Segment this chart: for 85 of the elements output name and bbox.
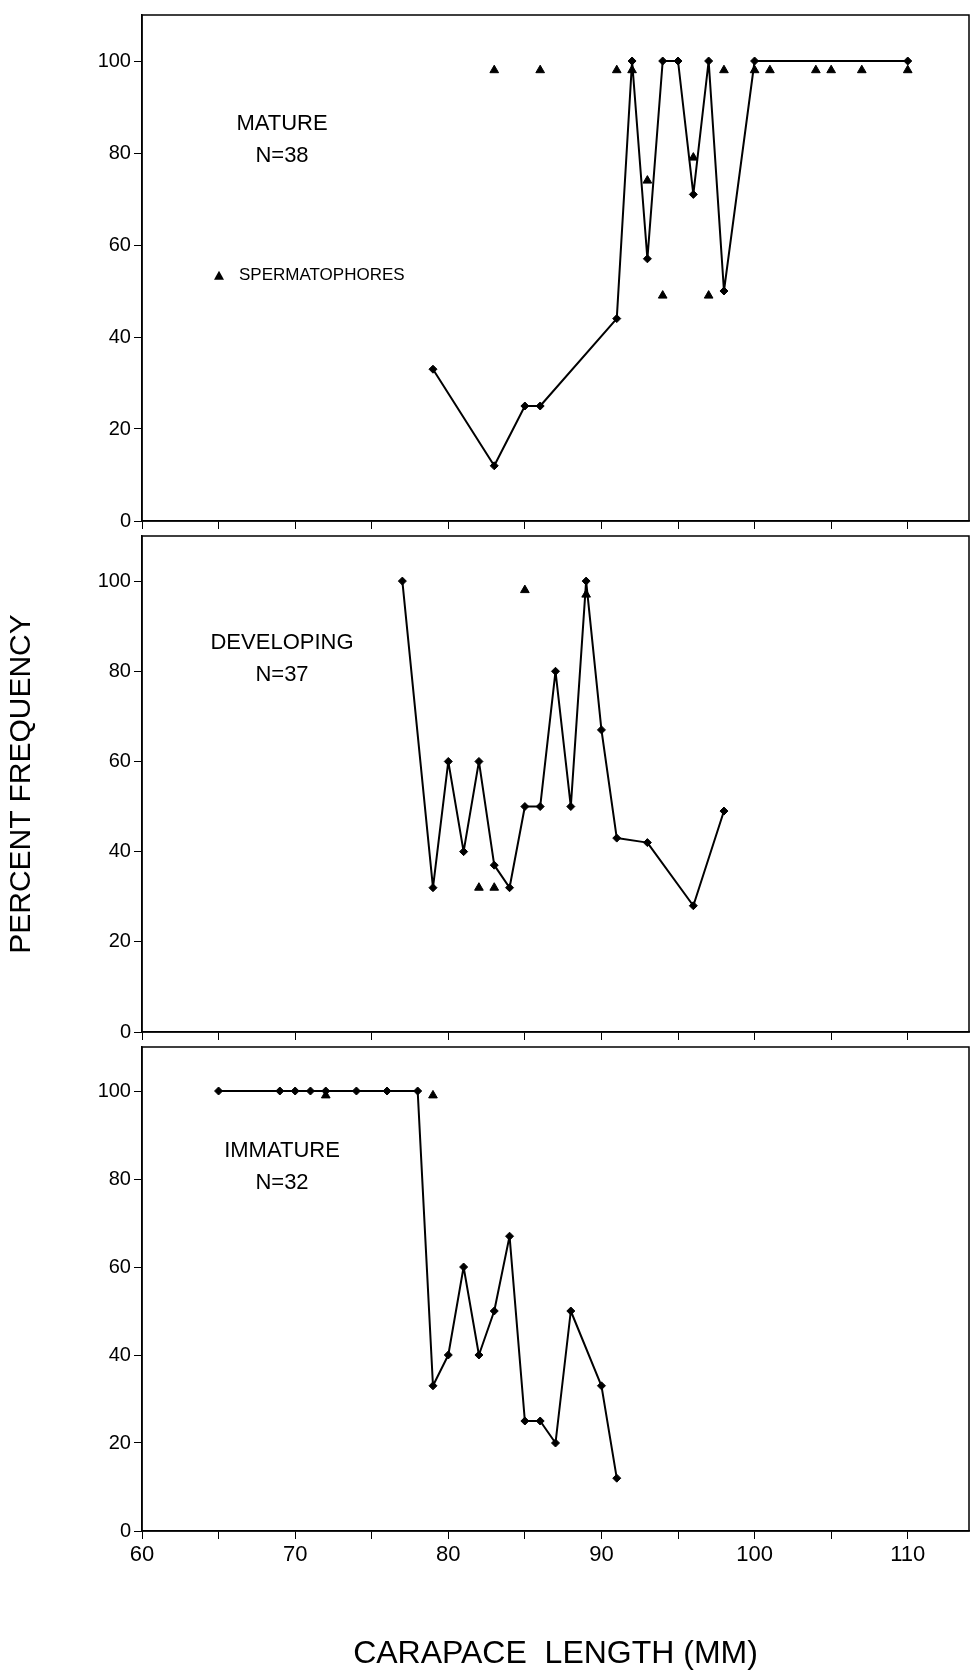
y-tick-label: 60 <box>108 748 131 771</box>
point <box>612 1473 622 1483</box>
y-tick-label: 80 <box>108 1166 131 1189</box>
point <box>535 64 546 74</box>
point <box>596 1381 606 1391</box>
point <box>489 461 499 471</box>
y-tick-label: 80 <box>108 658 131 681</box>
point <box>611 64 622 74</box>
y-tick-label: 20 <box>108 929 131 952</box>
point <box>688 901 698 911</box>
point <box>443 756 453 766</box>
annotation: N=38 <box>255 141 309 167</box>
point <box>474 1350 484 1360</box>
annotation: MATURE <box>236 109 328 135</box>
point <box>627 56 637 66</box>
y-tick-label: 0 <box>119 1019 131 1042</box>
annotation: N=32 <box>255 1169 309 1195</box>
y-tick-label: 60 <box>108 232 131 255</box>
point <box>551 1438 560 1448</box>
x-tick-label: 110 <box>890 1541 926 1567</box>
point <box>657 290 668 299</box>
point <box>826 64 836 74</box>
point <box>612 314 622 324</box>
y-tick-label: 20 <box>108 1430 131 1453</box>
point <box>902 64 913 74</box>
point <box>428 1381 438 1391</box>
point <box>520 802 530 812</box>
point <box>505 1231 515 1241</box>
point <box>428 364 438 374</box>
point <box>749 64 760 74</box>
point <box>551 666 560 676</box>
point <box>811 64 821 74</box>
point <box>566 802 576 812</box>
point <box>520 584 530 594</box>
point <box>459 847 469 857</box>
point <box>566 1306 576 1316</box>
point <box>719 286 729 296</box>
point <box>719 806 729 816</box>
y-tick-label: 0 <box>119 1518 131 1541</box>
y-tick-label: 20 <box>108 416 131 439</box>
point <box>642 838 652 848</box>
point <box>505 883 515 893</box>
point <box>856 64 867 74</box>
point <box>397 576 407 586</box>
legend-label: SPERMATOPHORES <box>239 265 405 285</box>
x-axis-title: CARAPACE LENGTH (MM) <box>353 1633 758 1670</box>
annotation: IMMATURE <box>224 1137 340 1163</box>
point <box>489 1306 499 1316</box>
point <box>489 882 500 891</box>
y-tick-label: 40 <box>108 324 131 347</box>
x-tick-label: 80 <box>436 1541 461 1567</box>
point <box>596 725 606 735</box>
point <box>443 1350 453 1360</box>
y-tick-label: 100 <box>97 568 131 591</box>
point <box>765 64 775 74</box>
y-tick-label: 100 <box>97 48 131 71</box>
point <box>428 1089 438 1099</box>
annotation: N=37 <box>255 660 309 686</box>
point <box>489 860 499 870</box>
y-axis-title: PERCENT FREQUENCY <box>3 614 37 954</box>
point <box>642 175 653 184</box>
y-tick-label: 80 <box>108 140 131 163</box>
point <box>719 64 729 74</box>
point <box>413 1086 423 1096</box>
y-tick-label: 0 <box>119 508 131 531</box>
point <box>903 56 913 66</box>
point <box>703 290 714 299</box>
point <box>535 802 545 812</box>
point <box>474 882 484 891</box>
x-tick-label: 70 <box>282 1541 308 1567</box>
point <box>612 833 622 843</box>
point <box>688 152 699 161</box>
point <box>489 64 500 74</box>
y-tick-label: 100 <box>97 1078 131 1101</box>
point <box>704 56 714 66</box>
point <box>474 756 484 766</box>
point <box>642 254 652 264</box>
annotation: DEVELOPING <box>210 628 354 654</box>
y-tick-label: 60 <box>108 1254 131 1277</box>
point <box>581 576 591 586</box>
x-tick-label: 90 <box>589 1541 614 1567</box>
y-tick-label: 40 <box>108 839 131 862</box>
point <box>428 883 438 893</box>
x-tick-label: 100 <box>736 1541 773 1567</box>
y-tick-label: 40 <box>108 1342 131 1365</box>
